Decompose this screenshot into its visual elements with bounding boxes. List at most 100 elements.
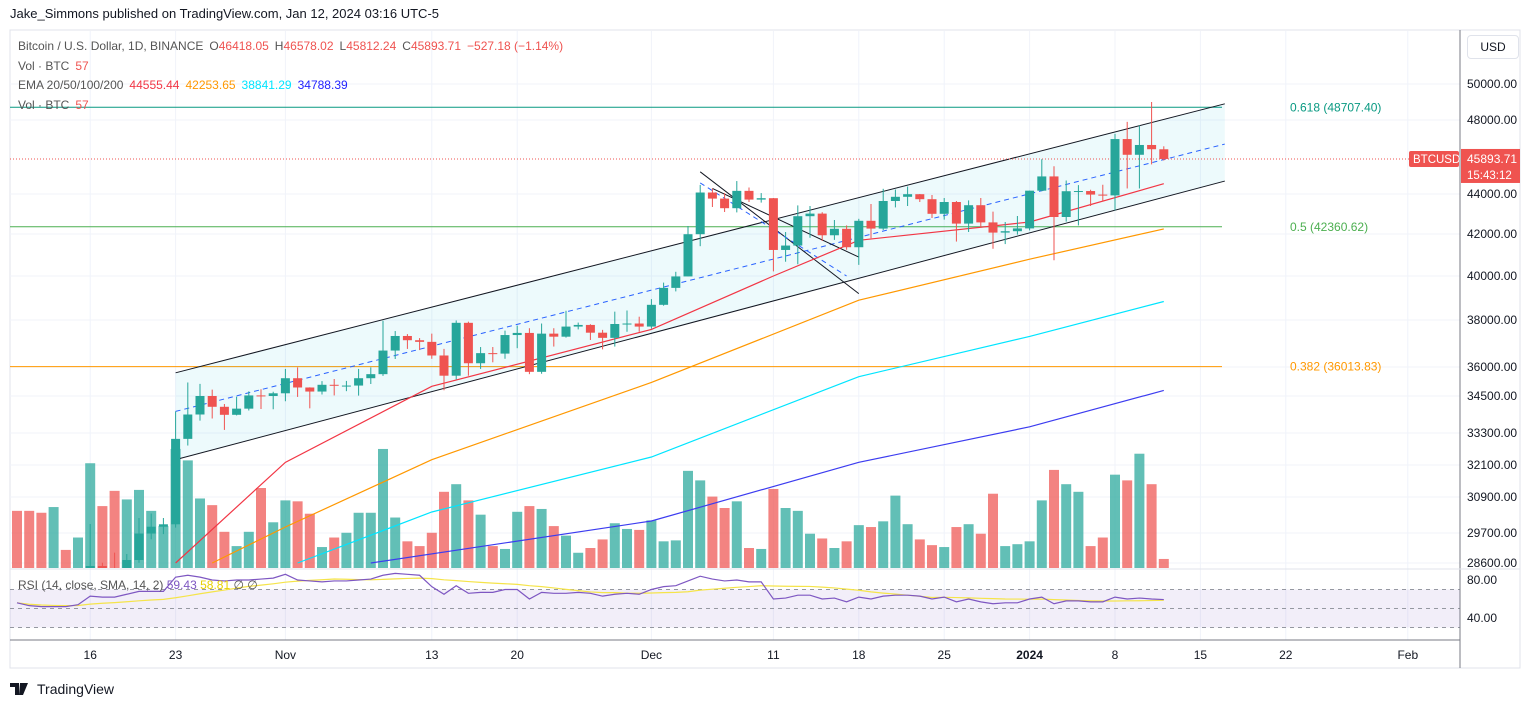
volume-bar <box>768 488 779 568</box>
volume-legend-2[interactable]: Vol · BTC 57 <box>18 97 89 112</box>
candle-body <box>756 198 766 200</box>
symbol-legend[interactable]: Bitcoin / U.S. Dollar, 1D, BINANCE O46418… <box>18 39 564 53</box>
ema50-value: 42253.65 <box>185 78 236 92</box>
volume-bar <box>988 493 998 568</box>
ema20-value: 44555.44 <box>129 78 180 92</box>
volume-bar <box>329 537 340 568</box>
candle-body <box>585 324 595 333</box>
price-tick-label: 29700.00 <box>1467 526 1517 540</box>
volume-bar <box>622 528 632 568</box>
volume-legend[interactable]: Vol · BTC 57 <box>18 58 89 73</box>
candle-body <box>683 234 693 277</box>
volume-bar <box>1036 500 1047 568</box>
candle-body <box>1012 228 1022 232</box>
volume-bar <box>756 548 767 568</box>
candle-body <box>744 190 754 200</box>
tradingview-logo[interactable]: TradingView <box>10 681 114 697</box>
time-tick-label: 11 <box>767 648 780 662</box>
volume-bar <box>109 490 120 568</box>
price-tick-label: 33300.00 <box>1467 426 1517 440</box>
price-tick-label: 34500.00 <box>1467 389 1517 403</box>
candle-body <box>1147 144 1157 150</box>
candle-body <box>280 378 290 394</box>
time-axis[interactable]: 16 23 Nov 13 20 Dec 11 18 25 2024 8 15 22 Feb <box>84 648 1419 662</box>
candle-body <box>878 201 888 229</box>
volume-bar <box>1158 558 1169 568</box>
candle-body <box>451 322 461 376</box>
time-tick-label: 15 <box>1194 648 1208 662</box>
candle-body <box>549 333 559 337</box>
candle-body <box>671 276 681 288</box>
candle-body <box>171 438 181 525</box>
close-value: 45893.71 <box>410 39 462 53</box>
volume-bar <box>1110 474 1120 568</box>
candle-body <box>366 374 376 379</box>
currency-button[interactable]: USD <box>1467 35 1519 59</box>
volume-bar <box>292 501 303 568</box>
candle-body <box>1159 149 1169 159</box>
volume-bar <box>670 540 681 568</box>
candle-body <box>488 353 498 355</box>
price-tick-label: 30900.00 <box>1467 490 1517 504</box>
volume-bar <box>414 546 425 568</box>
drawings[interactable] <box>10 103 1460 461</box>
candle-body <box>1110 139 1120 196</box>
volume-bar <box>512 511 523 568</box>
fib-level-label: 0.618 (48707.40) <box>1290 100 1381 114</box>
volume-bar <box>207 505 218 568</box>
candle-body <box>927 199 937 214</box>
volume-bar <box>524 506 535 568</box>
price-tick-label: 50000.00 <box>1467 77 1517 91</box>
volume-bar <box>695 480 706 568</box>
volume-bar <box>646 520 657 568</box>
volume-bar <box>439 491 449 568</box>
publisher-line: Jake_Simmons published on TradingView.co… <box>10 6 440 21</box>
volume-bar <box>951 527 962 568</box>
time-tick-label: 2024 <box>1016 648 1043 662</box>
volume-bar <box>1049 469 1059 568</box>
volume-bar <box>890 495 901 568</box>
candle-body <box>903 194 913 197</box>
time-tick-label: 22 <box>1279 648 1293 662</box>
candles <box>85 102 1169 568</box>
volume-bar <box>12 510 22 568</box>
volume-bar <box>561 535 571 568</box>
candle-body <box>293 378 303 388</box>
volume-bar <box>829 548 840 568</box>
ema-legend[interactable]: EMA 20/50/100/200 44555.44 42253.65 38841.2… <box>18 78 348 92</box>
candle-body <box>817 213 827 236</box>
rsi-legend[interactable]: RSI (14, close, SMA, 14, 2) 59.43 58.81 … <box>18 578 258 592</box>
volume-bar <box>317 547 327 568</box>
open-value: 46418.05 <box>218 39 269 53</box>
candle-body <box>219 406 229 415</box>
volume-bar <box>1122 480 1133 568</box>
volume-bar <box>219 531 230 568</box>
volume-bar <box>341 532 352 568</box>
candle-body <box>1061 191 1071 217</box>
candle-body <box>134 533 144 560</box>
time-tick-label: 25 <box>938 648 952 662</box>
volume-bar <box>402 541 413 568</box>
candle-body <box>158 524 168 527</box>
ema200-value: 34788.39 <box>297 78 348 92</box>
countdown-label: 15:43:12 <box>1467 170 1512 182</box>
last-price-badge <box>1461 148 1520 183</box>
candle-body <box>890 196 900 201</box>
candle-body <box>964 205 974 224</box>
volume-bar <box>792 510 803 568</box>
candle-body <box>244 395 254 409</box>
candle-body <box>1000 231 1010 233</box>
time-tick-label: 18 <box>852 648 866 662</box>
volume-bar <box>256 488 266 568</box>
price-axis[interactable]: 50000.00 48000.00 44000.00 42000.00 40000.00… <box>1409 77 1520 570</box>
last-price-label: 45893.71 <box>1467 152 1517 166</box>
candle-body <box>232 408 242 415</box>
volume-bar <box>1024 541 1035 568</box>
volume-bar <box>280 500 291 568</box>
price-tick-label: 36000.00 <box>1467 360 1517 374</box>
candle-body <box>1086 191 1096 195</box>
volume-bar <box>805 533 815 568</box>
candle-body <box>256 395 266 397</box>
volume-bar <box>536 508 547 568</box>
